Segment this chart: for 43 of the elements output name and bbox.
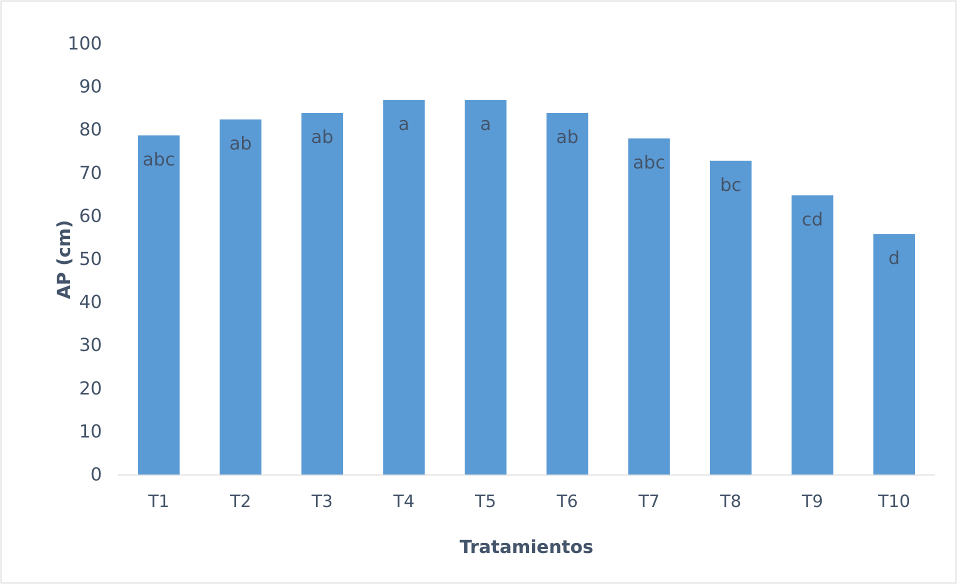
bar: [873, 234, 915, 475]
x-tick-label: T6: [556, 492, 578, 512]
x-tick-label: T7: [637, 492, 660, 512]
x-tick-label: T9: [800, 492, 824, 512]
annotation: a: [480, 114, 492, 136]
y-tick-label: 80: [79, 120, 102, 141]
x-axis-title: Tratamientos: [460, 537, 594, 558]
bar: [138, 135, 180, 475]
annotation: ab: [229, 133, 252, 154]
bar: [792, 195, 834, 475]
y-tick-label: 10: [79, 421, 102, 442]
bar: [464, 100, 506, 475]
y-tick-label: 50: [79, 249, 102, 270]
y-tick-label: 40: [79, 292, 102, 314]
y-tick-label: 70: [79, 162, 102, 184]
x-tick-label: T3: [310, 492, 333, 512]
bar: [301, 112, 344, 475]
x-tick-label: T5: [474, 492, 496, 512]
x-tick-label: T10: [877, 492, 910, 512]
x-tick-label: T1: [147, 492, 170, 512]
y-tick-label: 90: [79, 76, 102, 98]
annotation: bc: [720, 174, 742, 196]
bar: [546, 112, 588, 475]
x-tick-label: T2: [228, 492, 252, 512]
annotation: ab: [556, 126, 579, 148]
bar: [383, 100, 425, 475]
y-tick-label: 100: [68, 34, 102, 54]
annotation: a: [398, 114, 410, 136]
y-axis-title: AP (cm): [54, 220, 75, 300]
annotation: cd: [802, 209, 824, 230]
annotation: abc: [142, 149, 176, 170]
bar: [628, 138, 670, 475]
bar: [710, 160, 752, 475]
y-tick-label: 60: [79, 206, 102, 227]
y-tick-label: 30: [79, 335, 102, 356]
x-tick-label: T4: [392, 492, 415, 512]
y-tick-label: 0: [90, 464, 102, 486]
bar: [220, 119, 262, 475]
annotation: ab: [311, 126, 334, 148]
annotation: abc: [632, 152, 666, 174]
y-tick-label: 20: [79, 378, 102, 400]
x-tick-label: T8: [719, 492, 742, 512]
annotation: d: [888, 248, 900, 270]
